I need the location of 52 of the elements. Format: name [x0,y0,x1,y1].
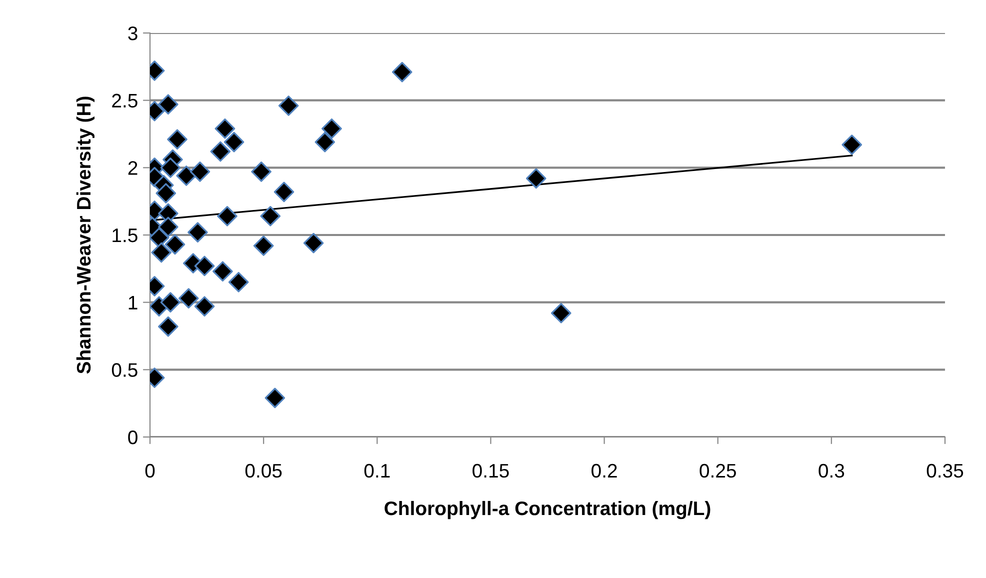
point [550,302,572,324]
point [194,296,215,317]
y-tick-label: 0 [128,430,138,444]
point [158,216,178,238]
point [151,242,172,263]
y-tick-label: 2.5 [112,94,138,108]
point [278,96,299,116]
point [160,158,181,178]
point [228,272,249,292]
y-tick-label: 0.5 [112,363,138,377]
x-tick-label: 0.35 [926,464,964,478]
point [212,261,233,282]
y-tick-label: 2 [128,161,138,175]
point [156,183,176,204]
x-tick-label: 0.25 [700,464,736,478]
x-tick-label: 0 [145,464,155,478]
point [158,94,178,115]
x-tick-label: 0.2 [592,464,617,478]
point [526,168,546,189]
point [274,182,294,202]
point [303,232,324,254]
point [150,228,170,248]
point [158,316,178,337]
point [224,132,244,152]
point [160,292,181,312]
point [188,222,208,242]
point [190,162,210,182]
y-tick-label: 1 [128,296,138,310]
point [178,288,199,308]
point [264,388,286,408]
y-axis-title: Shannon-Weaver Diversity (H) [76,96,94,374]
x-tick-label: 0.3 [818,464,844,478]
point [314,132,336,152]
x-tick-label: 0.05 [245,464,282,478]
y-tick-label: 3 [128,26,138,40]
point [210,141,231,162]
point [253,236,274,256]
point [842,134,862,155]
point [167,129,188,150]
point [194,256,215,276]
point [322,118,342,139]
point [260,206,281,226]
point [392,62,412,82]
point [217,206,238,226]
x-axis-title: Chlorophyll-a Concentration (mg/L) [384,500,710,520]
x-tick-label: 0.15 [472,464,509,478]
y-tick-label: 1.5 [112,228,138,242]
point [251,162,272,182]
point [214,118,236,139]
point [176,166,196,186]
x-tick-label: 0.1 [364,464,390,478]
point [164,234,186,255]
